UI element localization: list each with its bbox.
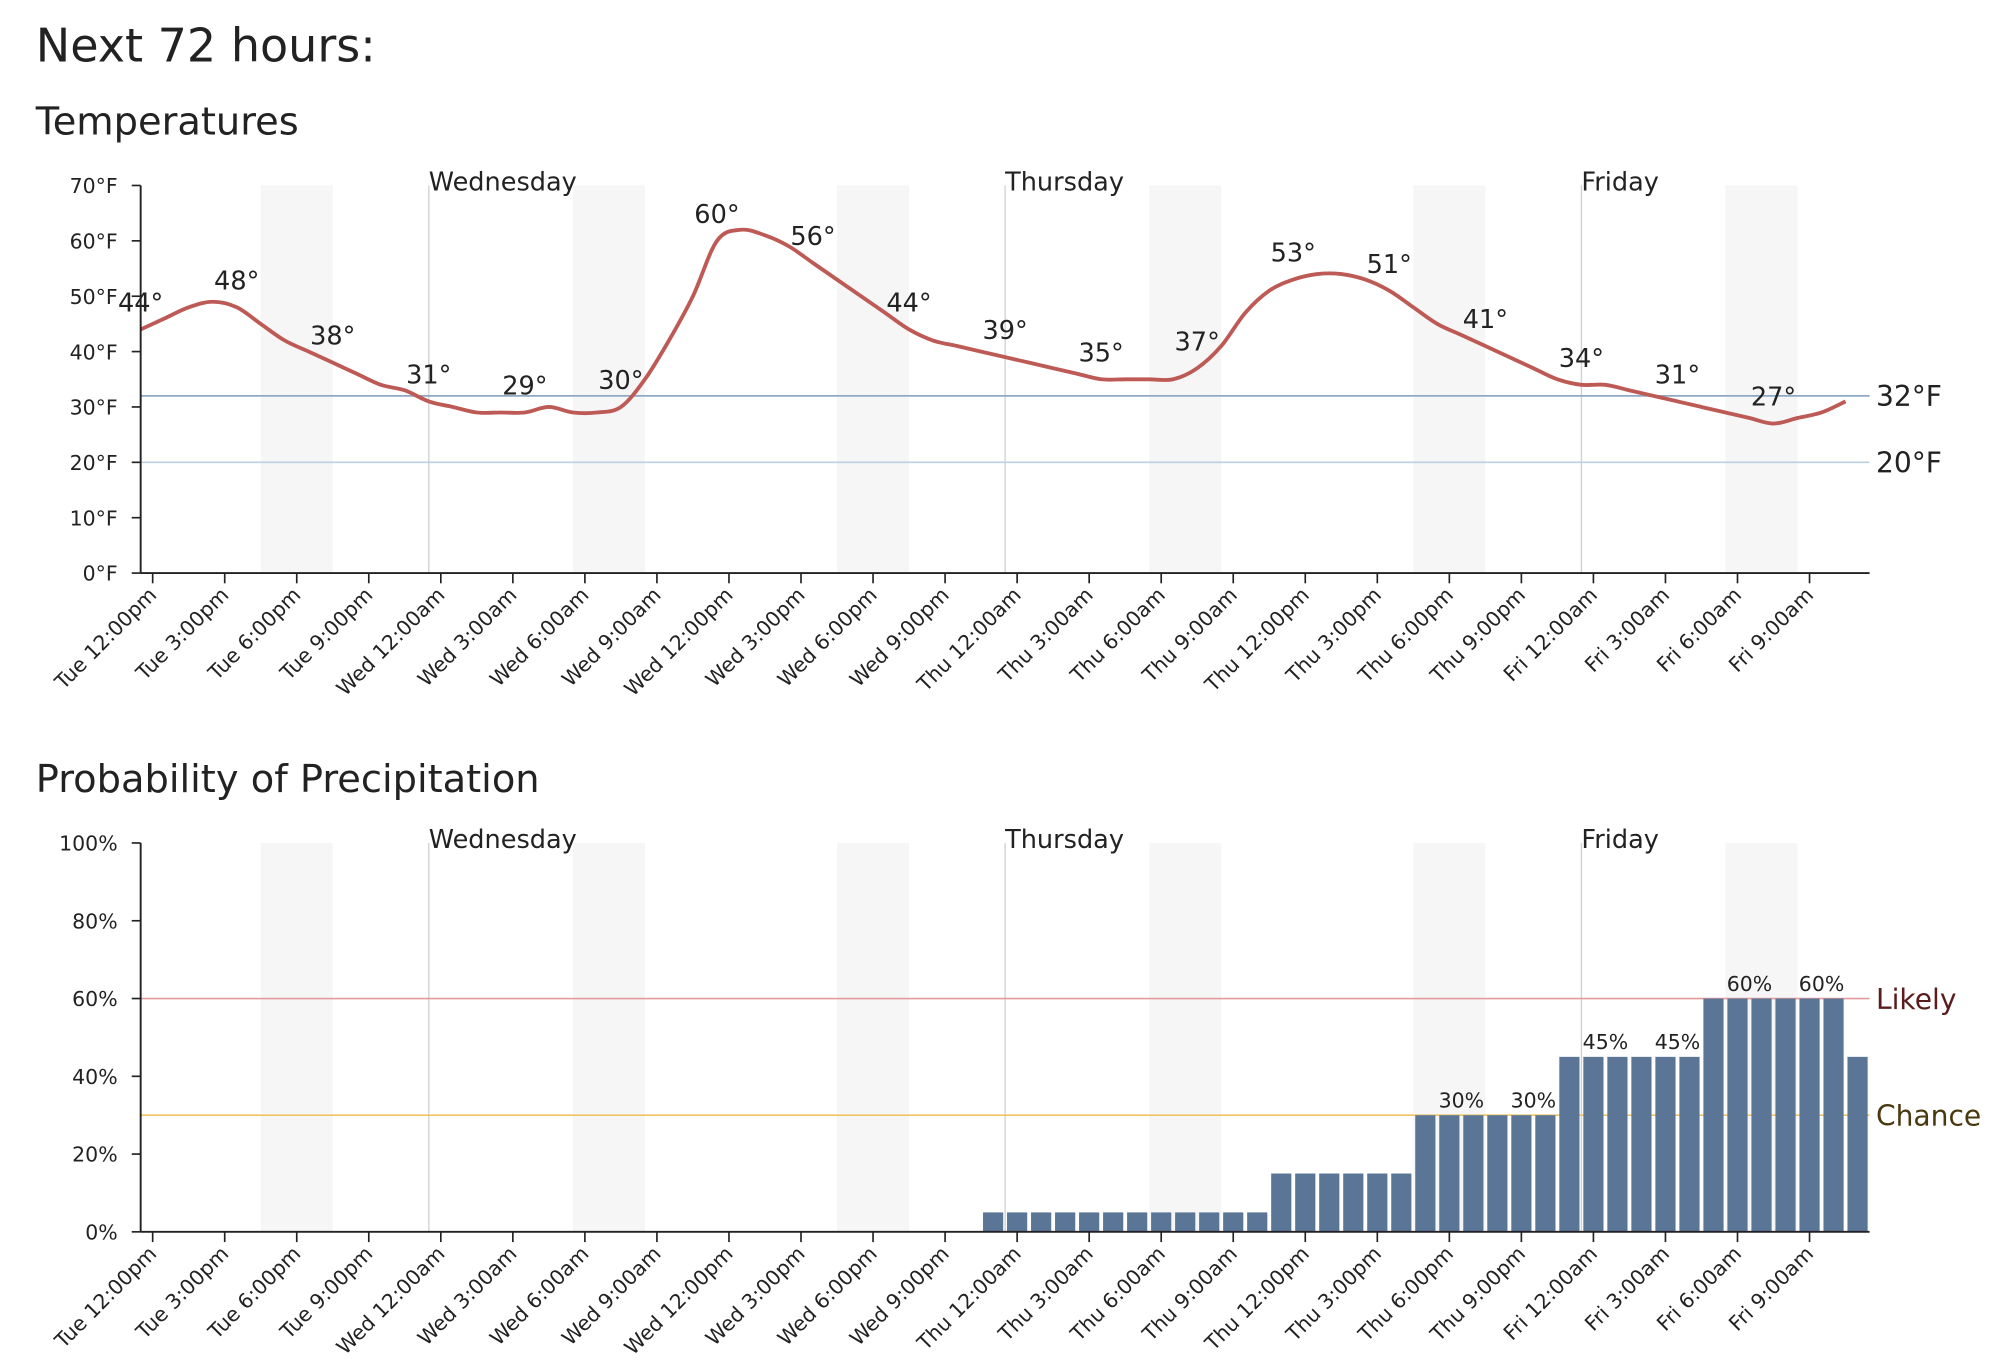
night-band	[837, 842, 910, 1232]
data-label: 39°	[982, 316, 1027, 346]
bar	[1655, 1056, 1676, 1232]
data-label: 60°	[694, 200, 739, 230]
y-tick-label: 70°F	[70, 174, 118, 198]
bar	[1271, 1173, 1292, 1232]
y-tick-label: 80%	[72, 909, 117, 933]
data-label: 60%	[1727, 972, 1772, 996]
bar	[1343, 1173, 1364, 1232]
night-band	[572, 185, 645, 574]
bar	[1295, 1173, 1316, 1232]
bar	[1847, 1056, 1868, 1232]
bar	[1079, 1212, 1100, 1232]
data-label: 45%	[1583, 1030, 1628, 1054]
day-label: Friday	[1581, 825, 1658, 855]
bar	[1799, 998, 1820, 1232]
bar	[1247, 1212, 1268, 1232]
bar	[1727, 998, 1748, 1232]
data-label: 31°	[1655, 361, 1700, 391]
data-label: 53°	[1271, 239, 1316, 269]
chart-title: Probability of Precipitation	[36, 757, 540, 802]
data-label: 37°	[1175, 327, 1220, 357]
bar	[1703, 998, 1724, 1232]
data-label: 38°	[310, 322, 355, 352]
data-label: 35°	[1079, 338, 1124, 368]
y-tick-label: 60%	[72, 987, 117, 1011]
reference-label: Likely	[1876, 983, 1957, 1016]
reference-label: 20°F	[1876, 447, 1942, 480]
bar	[1607, 1056, 1628, 1232]
data-label: 30%	[1511, 1089, 1556, 1113]
temperature-line	[139, 227, 1847, 426]
day-label: Wednesday	[429, 168, 577, 198]
bar	[1535, 1115, 1556, 1232]
bar	[1775, 998, 1796, 1232]
data-label: 34°	[1559, 344, 1604, 374]
data-label: 45%	[1655, 1030, 1700, 1054]
y-tick-label: 40°F	[70, 340, 118, 364]
day-label: Thursday	[1004, 168, 1124, 198]
night-band	[1149, 842, 1222, 1232]
data-label: 30%	[1439, 1089, 1484, 1113]
y-tick-label: 0%	[85, 1221, 117, 1245]
data-label: 27°	[1751, 383, 1796, 413]
data-label: 60%	[1799, 972, 1844, 996]
bar	[1055, 1212, 1076, 1232]
bar	[1367, 1173, 1388, 1232]
bar	[983, 1212, 1004, 1232]
bar	[1511, 1115, 1532, 1232]
data-label: 41°	[1463, 305, 1508, 335]
y-tick-label: 60°F	[70, 230, 118, 254]
bar	[1223, 1212, 1244, 1232]
y-tick-label: 50°F	[70, 285, 118, 309]
data-label: 44°	[886, 289, 931, 319]
day-label: Thursday	[1004, 825, 1124, 855]
bar	[1031, 1212, 1052, 1232]
bar	[1583, 1056, 1604, 1232]
data-label: 30°	[598, 366, 643, 396]
y-tick-label: 10°F	[70, 506, 118, 530]
bar	[1631, 1056, 1652, 1232]
y-tick-label: 0°F	[83, 562, 118, 586]
bar	[1679, 1056, 1700, 1232]
night-band	[1725, 185, 1798, 574]
data-label: 56°	[790, 222, 835, 252]
reference-label: Chance	[1876, 1099, 1981, 1132]
y-tick-label: 20%	[72, 1143, 117, 1167]
page-title: Next 72 hours:	[36, 18, 376, 72]
bar	[1151, 1212, 1172, 1232]
bar	[1415, 1115, 1436, 1232]
night-band	[260, 842, 333, 1232]
night-band	[1413, 185, 1486, 574]
bar	[1103, 1212, 1124, 1232]
data-label: 48°	[214, 266, 259, 296]
bar	[1175, 1212, 1196, 1232]
day-label: Wednesday	[429, 825, 577, 855]
y-tick-label: 30°F	[70, 396, 118, 420]
data-label: 51°	[1367, 250, 1412, 280]
night-band	[837, 185, 910, 574]
chart-title: Temperatures	[35, 99, 299, 144]
bar	[1127, 1212, 1148, 1232]
night-band	[260, 185, 333, 574]
bar	[1487, 1115, 1508, 1232]
bar	[1199, 1212, 1220, 1232]
y-tick-label: 20°F	[70, 451, 118, 475]
night-band	[572, 842, 645, 1232]
day-label: Friday	[1581, 168, 1658, 198]
bar	[1751, 998, 1772, 1232]
data-label: 29°	[502, 372, 547, 402]
bar	[1559, 1056, 1580, 1232]
bar	[1439, 1115, 1460, 1232]
y-tick-label: 40%	[72, 1065, 117, 1089]
bar	[1463, 1115, 1484, 1232]
bar	[1319, 1173, 1340, 1232]
reference-label: 32°F	[1876, 380, 1942, 413]
bar	[1823, 998, 1844, 1232]
y-tick-label: 100%	[59, 832, 117, 856]
bar	[1391, 1173, 1412, 1232]
data-label: 31°	[406, 361, 451, 391]
bar	[1007, 1212, 1028, 1232]
